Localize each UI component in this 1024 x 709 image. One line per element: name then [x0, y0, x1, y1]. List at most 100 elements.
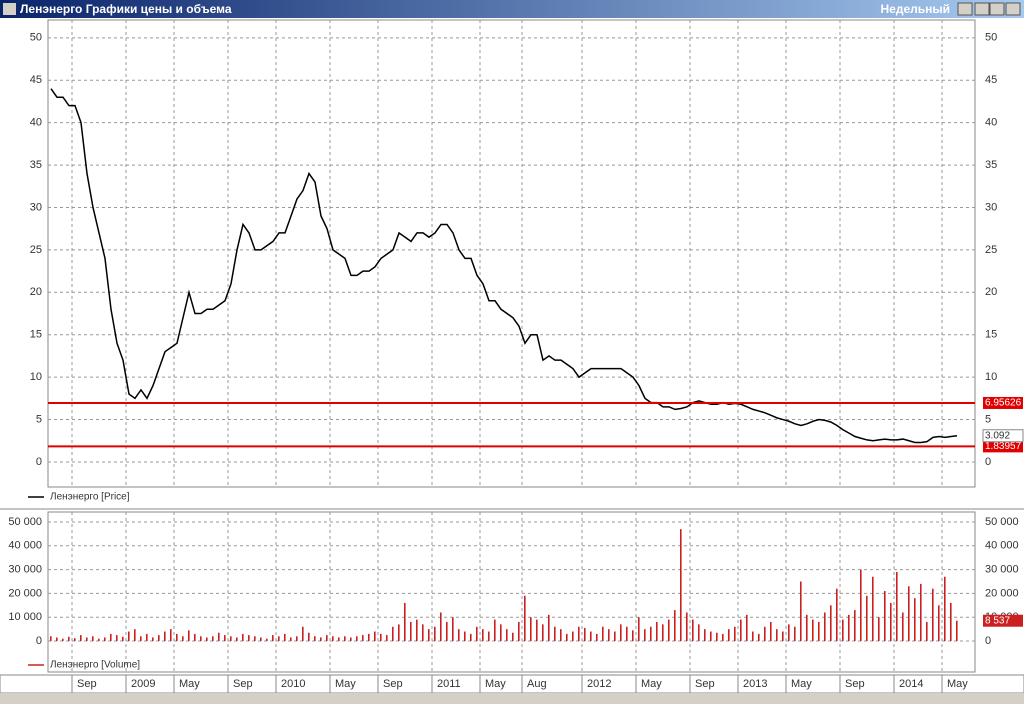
y-tick-label-right: 0: [985, 635, 991, 647]
volume-bar: [512, 632, 514, 642]
window-title: Ленэнерго Графики цены и объема: [20, 2, 232, 16]
volume-bar: [110, 633, 112, 642]
volume-bar: [386, 635, 388, 642]
volume-bar: [344, 636, 346, 642]
volume-bar: [536, 619, 538, 642]
volume-bar: [938, 605, 940, 642]
volume-bar: [146, 633, 148, 642]
volume-bar: [326, 635, 328, 642]
scrollbar[interactable]: [0, 693, 1024, 704]
y-tick-label-right: 30 000: [985, 564, 1019, 576]
price-plot-frame: [47, 19, 976, 488]
y-tick-label-left: 25: [30, 244, 42, 256]
volume-bar: [230, 636, 232, 642]
last-volume-label: 8 537: [985, 615, 1010, 626]
y-tick-label-left: 45: [30, 74, 42, 86]
close-button[interactable]: [1005, 2, 1021, 16]
anchor-button[interactable]: [957, 2, 973, 16]
legend-label: Ленэнерго [Volume]: [50, 660, 140, 671]
volume-bar: [428, 629, 430, 642]
volume-bar: [116, 635, 118, 642]
x-tick-label: May: [179, 678, 200, 690]
last-price-box: [982, 429, 1024, 443]
volume-bar: [626, 626, 628, 642]
volume-bar: [668, 619, 670, 642]
volume-bar: [56, 637, 58, 642]
volume-bar: [362, 635, 364, 642]
y-tick-label-left: 10 000: [8, 611, 42, 623]
volume-bar: [464, 631, 466, 642]
volume-bar: [896, 572, 898, 642]
volume-bar: [218, 632, 220, 642]
y-tick-label-right: 5: [985, 413, 991, 425]
volume-bar: [794, 626, 796, 642]
y-tick-label-right: 35: [985, 159, 997, 171]
volume-bar: [140, 636, 142, 642]
volume-bar: [452, 617, 454, 642]
x-tick-label: 2014: [899, 678, 923, 690]
app-icon: [3, 3, 16, 15]
volume-bar: [872, 576, 874, 642]
volume-bar: [620, 624, 622, 642]
volume-bar: [356, 636, 358, 642]
volume-bar: [800, 581, 802, 642]
y-tick-label-left: 50: [30, 32, 42, 44]
volume-bar: [272, 635, 274, 642]
volume-bar: [572, 631, 574, 642]
volume-bar: [176, 633, 178, 642]
timeframe[interactable]: Недельный: [880, 2, 950, 16]
x-tick-label: Sep: [383, 678, 403, 690]
x-tick-label: 2009: [131, 678, 155, 690]
volume-bar: [482, 629, 484, 642]
volume-bar: [770, 622, 772, 642]
volume-bar: [950, 602, 952, 642]
volume-bar: [806, 614, 808, 642]
volume-bar: [596, 633, 598, 642]
volume-bar: [254, 636, 256, 642]
volume-bar: [854, 610, 856, 642]
volume-bar: [338, 637, 340, 642]
y-tick-label-left: 35: [30, 159, 42, 171]
level-label-box: [983, 440, 1023, 453]
last-price-label: 3.092: [985, 430, 1010, 441]
volume-bar: [944, 576, 946, 642]
y-tick-label-right: 0: [985, 456, 991, 468]
volume-bar: [458, 629, 460, 642]
volume-bar: [716, 632, 718, 642]
y-tick-label-right: 50 000: [985, 516, 1019, 528]
maximize-button[interactable]: [989, 2, 1005, 16]
y-tick-label-left: 0: [36, 635, 42, 647]
volume-bar: [554, 626, 556, 642]
volume-bar: [902, 612, 904, 642]
volume-bar: [374, 631, 376, 642]
volume-bar: [608, 629, 610, 642]
volume-bar: [926, 622, 928, 642]
volume-bar: [392, 626, 394, 642]
volume-bar: [704, 629, 706, 642]
volume-bar: [74, 638, 76, 642]
volume-bar: [746, 614, 748, 642]
volume-bar: [134, 629, 136, 642]
y-tick-label-right: 20 000: [985, 587, 1019, 599]
volume-bar: [632, 630, 634, 642]
level-label: 1.83957: [985, 441, 1022, 452]
volume-bar: [236, 637, 238, 642]
volume-bar: [98, 638, 100, 642]
level-label-box: [983, 396, 1023, 409]
volume-bar: [68, 636, 70, 642]
volume-bar: [650, 626, 652, 642]
volume-bar: [758, 633, 760, 642]
volume-bar: [578, 626, 580, 642]
volume-bar: [788, 624, 790, 642]
y-tick-label-right: 40: [985, 117, 997, 129]
y-tick-label-left: 15: [30, 329, 42, 341]
volume-bar: [422, 624, 424, 642]
x-tick-label: Sep: [77, 678, 97, 690]
volume-bar: [416, 619, 418, 642]
volume-bar: [242, 633, 244, 642]
volume-bar: [680, 529, 682, 642]
minimize-button[interactable]: [974, 2, 990, 16]
volume-bar: [476, 626, 478, 642]
